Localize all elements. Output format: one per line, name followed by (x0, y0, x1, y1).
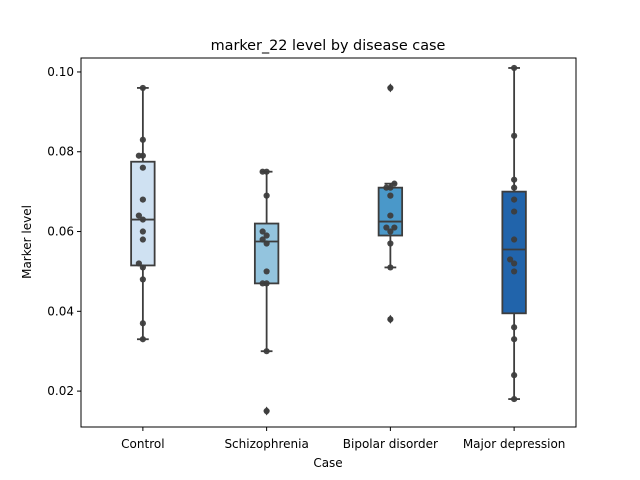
box-group-4 (501, 64, 527, 403)
data-point (511, 268, 518, 275)
box (501, 190, 527, 315)
x-tick-label: Major depression (463, 437, 566, 451)
x-tick-label: Bipolar disorder (343, 437, 438, 451)
data-point (511, 395, 518, 403)
data-point (507, 256, 514, 263)
data-point (511, 196, 518, 203)
data-point (263, 268, 270, 275)
data-point (263, 280, 270, 287)
y-tick-label: 0.10 (47, 65, 74, 79)
data-point (387, 84, 394, 92)
data-point (263, 407, 270, 415)
data-point (139, 320, 146, 327)
data-point (387, 192, 394, 199)
box-group-2 (253, 168, 280, 416)
data-point (511, 336, 518, 343)
data-point (391, 180, 398, 187)
data-point (139, 336, 146, 343)
data-point (387, 240, 394, 247)
data-point (139, 264, 146, 271)
data-point (259, 236, 266, 243)
data-point (259, 228, 266, 235)
data-point (139, 228, 146, 235)
y-tick-label: 0.08 (47, 145, 74, 159)
data-point (139, 196, 146, 203)
data-point (511, 132, 518, 139)
data-point (387, 264, 394, 271)
data-point (511, 324, 518, 331)
data-point (511, 372, 518, 379)
x-tick-label: Control (121, 437, 164, 451)
data-point (511, 184, 518, 191)
plot-area (130, 64, 527, 416)
box (130, 160, 156, 267)
y-axis: 0.02 0.04 0.06 0.08 0.10 (47, 65, 81, 398)
data-point (387, 184, 394, 191)
data-point (139, 276, 146, 283)
data-point (139, 136, 146, 143)
data-point (391, 224, 398, 231)
data-point (263, 168, 270, 175)
data-point (139, 236, 146, 243)
data-point (263, 232, 270, 239)
data-point (263, 240, 270, 247)
data-point (387, 212, 394, 219)
data-point (387, 316, 394, 323)
data-point (139, 216, 146, 223)
data-point (139, 152, 146, 159)
x-tick-label: Schizophrenia (224, 437, 308, 451)
data-point (511, 236, 518, 243)
data-point (139, 164, 146, 171)
data-point (511, 208, 518, 215)
y-tick-label: 0.02 (47, 384, 74, 398)
data-point (511, 176, 518, 183)
box-group-3 (377, 83, 404, 324)
box-group-1 (130, 84, 156, 343)
data-point (135, 260, 142, 267)
data-point (135, 212, 142, 219)
data-point (263, 348, 270, 355)
x-axis-label: Case (313, 456, 342, 470)
data-point (139, 84, 146, 92)
chart-title: marker_22 level by disease case (211, 38, 446, 54)
y-axis-label: Marker level (20, 205, 34, 279)
data-point (387, 228, 394, 235)
y-tick-label: 0.04 (47, 304, 74, 318)
data-point (383, 224, 390, 231)
y-tick-label: 0.06 (47, 225, 74, 239)
data-point (511, 64, 518, 72)
data-point (511, 260, 518, 267)
data-point (263, 192, 270, 199)
plot-frame (80, 57, 577, 428)
x-axis: Control Schizophrenia Bipolar disorder Majo… (121, 427, 565, 451)
